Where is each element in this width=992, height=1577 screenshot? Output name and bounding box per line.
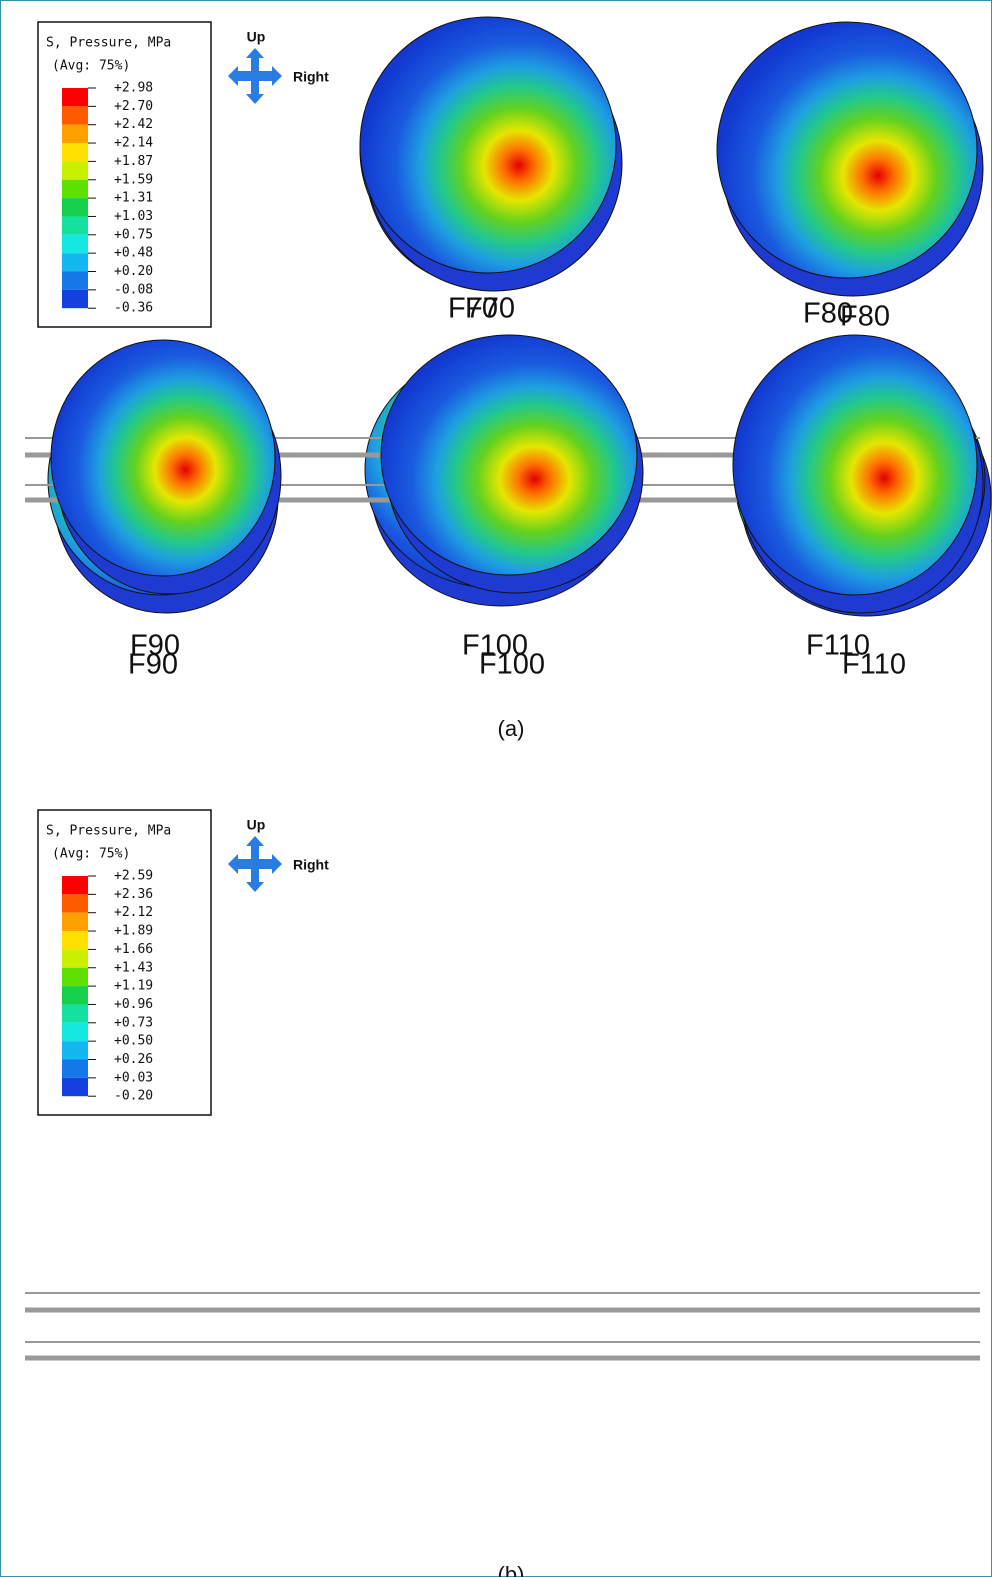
legend-swatch bbox=[62, 106, 88, 125]
plot-label: F100 bbox=[479, 649, 545, 681]
legend-swatch bbox=[62, 234, 88, 254]
legend-subtitle: (Avg: 75%) bbox=[52, 59, 130, 74]
compass-right: Right bbox=[293, 857, 329, 873]
legend-swatch bbox=[62, 161, 88, 180]
specimen-contour bbox=[732, 334, 978, 596]
legend-label: +0.96 bbox=[114, 997, 153, 1012]
legend-label: +1.89 bbox=[114, 924, 153, 939]
legend-swatch bbox=[62, 88, 88, 107]
legend-swatch bbox=[62, 894, 88, 913]
legend-swatch bbox=[62, 179, 88, 199]
legend-label: -0.20 bbox=[114, 1089, 153, 1104]
legend-label: +1.66 bbox=[114, 942, 153, 957]
legend-label: +1.59 bbox=[114, 172, 153, 187]
legend-label: +0.20 bbox=[114, 264, 153, 279]
legend-swatch bbox=[62, 931, 88, 950]
specimen-contour bbox=[716, 21, 978, 279]
legend-swatch bbox=[62, 967, 88, 987]
plot-label: F110 bbox=[842, 649, 906, 681]
specimen-contour bbox=[380, 334, 638, 576]
legend-label: +2.98 bbox=[114, 81, 153, 96]
legend-label: +0.26 bbox=[114, 1052, 153, 1067]
legend: S, Pressure, MPa (Avg: 75%) +2.59 +2.36 +2.1… bbox=[37, 809, 212, 1116]
legend-label: +2.70 bbox=[114, 99, 153, 114]
compass-up: Up bbox=[247, 817, 266, 833]
legend-swatch bbox=[62, 216, 88, 235]
caption: (b) bbox=[498, 1562, 525, 1577]
legend-swatch bbox=[62, 1077, 88, 1097]
legend-title: S, Pressure, MPa bbox=[46, 36, 171, 51]
specimen-contour bbox=[359, 16, 617, 274]
plot-label: F70 bbox=[465, 293, 515, 325]
legend-swatch bbox=[62, 1004, 88, 1023]
legend-label: +0.50 bbox=[114, 1034, 153, 1049]
legend-label: -0.08 bbox=[114, 282, 153, 297]
legend-label: +1.31 bbox=[114, 191, 153, 206]
plot-label: F80 bbox=[840, 301, 890, 333]
plot-label: F90 bbox=[130, 630, 180, 662]
compass-arrow bbox=[228, 836, 282, 892]
legend-swatch bbox=[62, 289, 88, 309]
legend-label: -0.36 bbox=[114, 301, 153, 316]
legend-label: +0.73 bbox=[114, 1015, 153, 1030]
legend-swatch bbox=[62, 986, 88, 1005]
legend-label: +1.87 bbox=[114, 154, 153, 169]
legend-swatch bbox=[62, 271, 88, 290]
legend-title: S, Pressure, MPa bbox=[46, 824, 171, 839]
legend-label: +1.03 bbox=[114, 209, 153, 224]
specimen-contour bbox=[50, 339, 276, 577]
legend-label: +2.42 bbox=[114, 117, 153, 132]
compass-up: Up bbox=[247, 29, 266, 45]
legend-swatch bbox=[62, 876, 88, 895]
legend-swatch bbox=[62, 1041, 88, 1060]
legend-label: +0.75 bbox=[114, 227, 153, 242]
plot-label: F110 bbox=[806, 630, 870, 662]
plot-label: F100 bbox=[462, 630, 528, 662]
plot-label: F80 bbox=[803, 298, 853, 330]
legend-swatch bbox=[62, 124, 88, 144]
plot-label: F70 bbox=[448, 293, 498, 325]
legend-subtitle: (Avg: 75%) bbox=[52, 847, 130, 862]
compass-arrow bbox=[228, 48, 282, 104]
legend-swatch bbox=[62, 198, 88, 217]
legend-label: +2.36 bbox=[114, 887, 153, 902]
legend-swatch bbox=[62, 253, 88, 272]
legend-label: +0.48 bbox=[114, 246, 153, 261]
legend-swatch bbox=[62, 912, 88, 932]
plot-label: F90 bbox=[128, 649, 178, 681]
legend-swatch bbox=[62, 1022, 88, 1042]
compass-right: Right bbox=[293, 69, 329, 85]
legend-label: +2.14 bbox=[114, 136, 153, 151]
legend-label: +0.03 bbox=[114, 1070, 153, 1085]
legend-label: +1.43 bbox=[114, 960, 153, 975]
caption: (a) bbox=[498, 716, 525, 741]
legend-swatch bbox=[62, 949, 88, 968]
legend-swatch bbox=[62, 143, 88, 162]
legend-label: +2.12 bbox=[114, 905, 153, 920]
legend: S, Pressure, MPa (Avg: 75%) +2.98 +2.70 +2.4… bbox=[37, 21, 212, 328]
legend-label: +1.19 bbox=[114, 979, 153, 994]
legend-swatch bbox=[62, 1059, 88, 1078]
legend-label: +2.59 bbox=[114, 869, 153, 884]
